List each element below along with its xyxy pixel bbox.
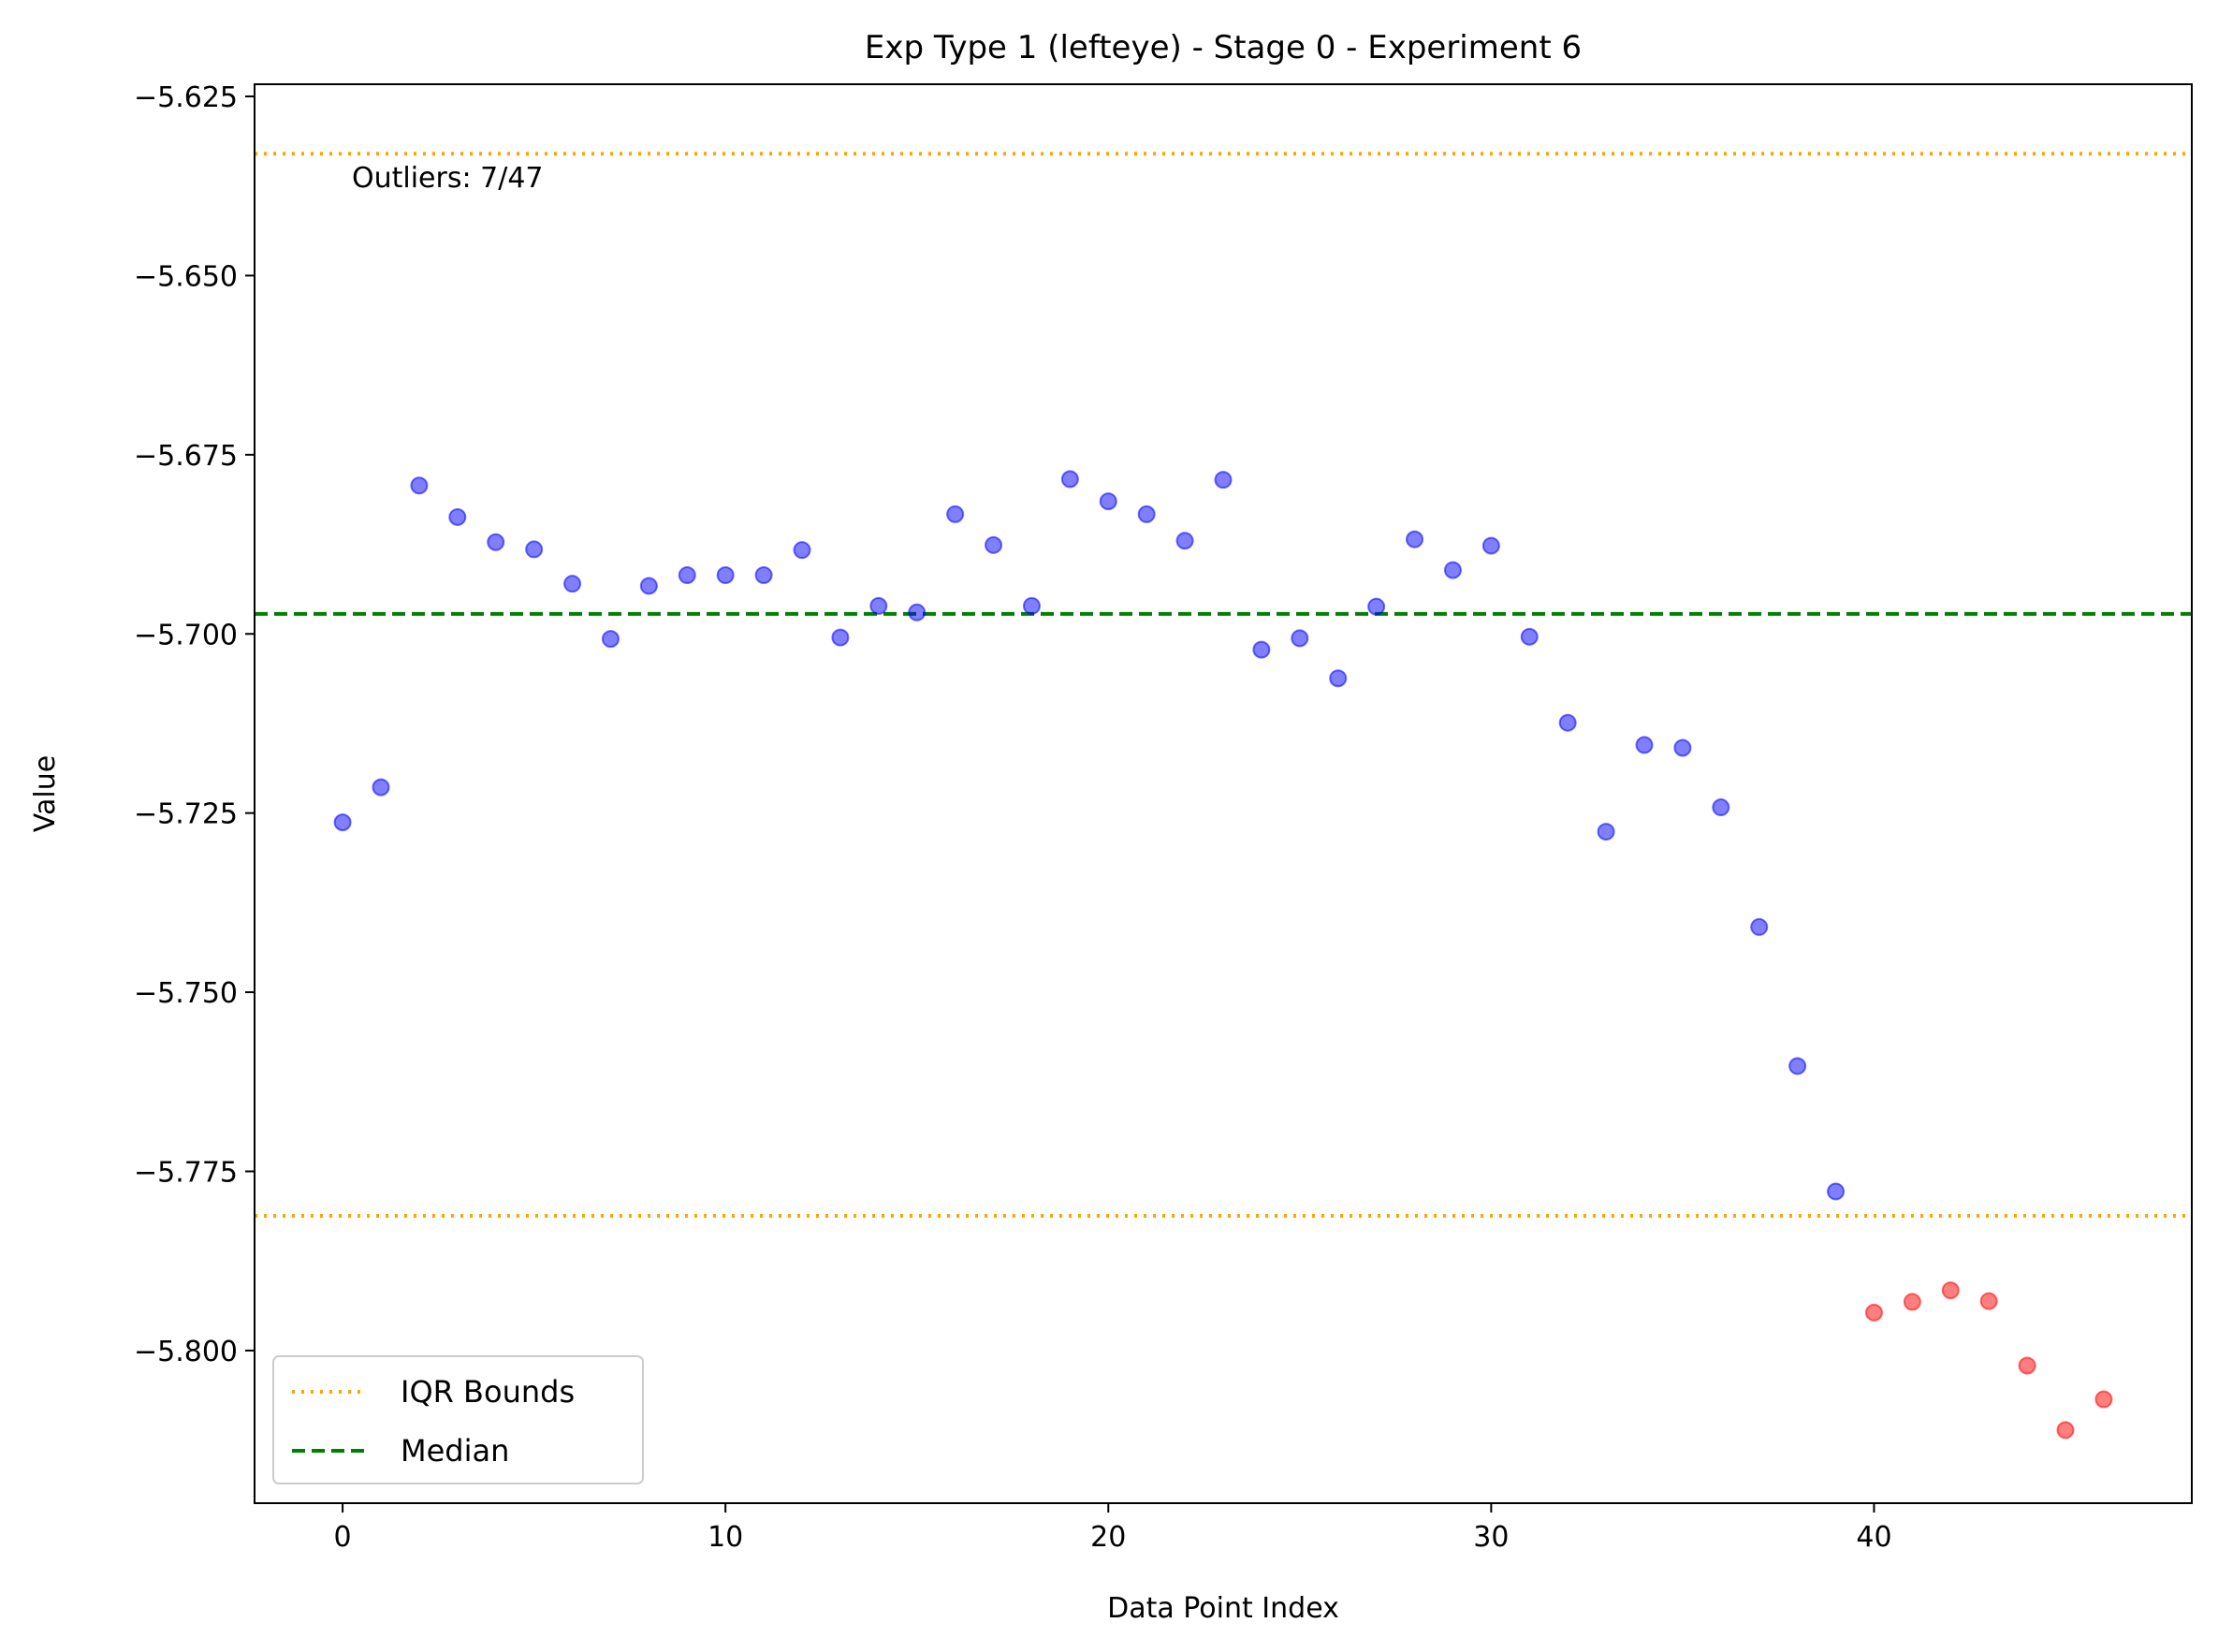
data-point: [1597, 823, 1615, 841]
data-points: [333, 470, 2113, 1440]
data-point: [448, 507, 467, 526]
reference-lines: [255, 152, 2192, 1218]
y-tick-label: −5.725: [134, 798, 238, 831]
y-axis-label: Value: [29, 755, 62, 832]
y-tick-label: −5.775: [134, 1157, 238, 1190]
data-point: [1406, 530, 1424, 548]
data-point: [1673, 738, 1692, 757]
legend-box: [272, 1355, 644, 1484]
y-tick-label: −5.625: [134, 81, 238, 114]
data-point: [1827, 1182, 1846, 1201]
data-point: [1635, 736, 1654, 754]
data-point: [1060, 470, 1079, 489]
data-point: [908, 603, 927, 621]
outliers-annotation: Outliers: 7/47: [352, 162, 544, 195]
data-point: [1558, 713, 1577, 732]
data-point: [716, 565, 735, 584]
x-tick-label: 40: [1856, 1521, 1891, 1554]
data-point: [1291, 629, 1309, 648]
data-point: [1520, 627, 1539, 646]
data-point: [793, 541, 811, 560]
outlier-point: [2018, 1356, 2036, 1375]
outlier-point: [1941, 1281, 1960, 1300]
data-point: [333, 813, 352, 832]
data-point: [1214, 471, 1233, 490]
data-point: [1367, 597, 1386, 616]
data-point: [1443, 561, 1462, 579]
outlier-point: [1864, 1303, 1883, 1322]
data-point: [1022, 596, 1041, 615]
data-point: [1099, 492, 1117, 511]
data-point: [1175, 532, 1194, 550]
data-point: [754, 565, 773, 584]
outlier-point: [1903, 1293, 1921, 1311]
data-point: [831, 628, 850, 647]
plot-frame: [254, 83, 2193, 1504]
y-tick-label: −5.800: [134, 1336, 238, 1368]
x-axis-label: Data Point Index: [1107, 1592, 1339, 1625]
outlier-point: [2056, 1421, 2075, 1440]
legend: IQR Bounds Median: [272, 1355, 644, 1484]
data-point: [601, 630, 620, 649]
x-tick-label: 20: [1090, 1521, 1126, 1554]
chart-title: Exp Type 1 (lefteye) - Stage 0 - Experim…: [865, 29, 1582, 66]
data-point: [869, 596, 888, 615]
y-tick-label: −5.700: [134, 619, 238, 651]
data-point: [946, 504, 965, 523]
x-axis-ticks: 0 10 20 30 40: [334, 1503, 1892, 1554]
outlier-point: [1979, 1292, 1998, 1310]
data-point: [487, 533, 505, 551]
y-tick-label: −5.675: [134, 440, 238, 473]
legend-label: IQR Bounds: [401, 1374, 575, 1410]
data-point: [1750, 917, 1769, 936]
data-point: [410, 476, 429, 495]
outlier-point: [2094, 1390, 2113, 1409]
data-point: [1329, 669, 1348, 688]
data-point: [678, 565, 696, 584]
data-point: [1481, 536, 1500, 555]
data-point: [525, 540, 544, 559]
data-point: [1788, 1057, 1807, 1075]
data-point: [1137, 504, 1156, 523]
data-point: [639, 577, 658, 595]
y-tick-label: −5.650: [134, 260, 238, 293]
x-tick-label: 10: [708, 1521, 743, 1554]
x-tick-label: 30: [1473, 1521, 1509, 1554]
data-point: [1712, 798, 1730, 817]
data-point: [1252, 640, 1271, 659]
legend-label: Median: [401, 1433, 509, 1469]
data-point: [563, 575, 582, 593]
data-point: [372, 778, 390, 797]
y-axis-ticks: −5.800 −5.775 −5.750 −5.725 −5.700 −5.675 −5.6…: [134, 81, 255, 1368]
y-tick-label: −5.750: [134, 977, 238, 1010]
x-tick-label: 0: [334, 1521, 352, 1554]
data-point: [985, 535, 1003, 554]
